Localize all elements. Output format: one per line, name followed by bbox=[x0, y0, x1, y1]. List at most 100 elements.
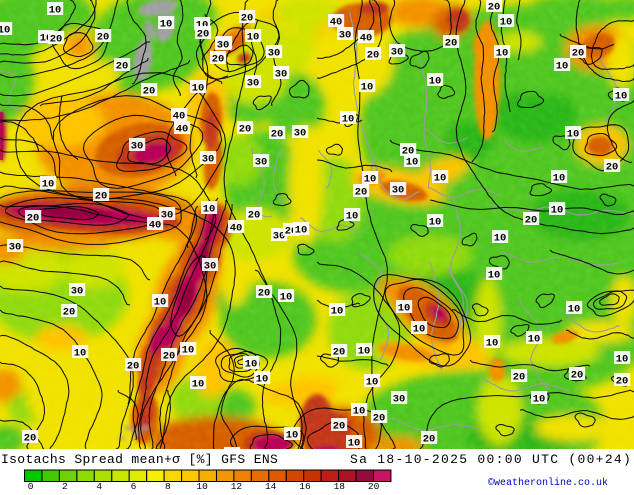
svg-text:20: 20 bbox=[525, 215, 538, 227]
svg-text:20: 20 bbox=[572, 48, 585, 60]
svg-text:10: 10 bbox=[568, 304, 581, 316]
svg-text:20: 20 bbox=[241, 13, 254, 25]
svg-text:40: 40 bbox=[360, 33, 373, 45]
svg-text:10: 10 bbox=[182, 345, 195, 357]
svg-text:20: 20 bbox=[271, 129, 284, 141]
svg-text:10: 10 bbox=[154, 297, 167, 309]
svg-text:10: 10 bbox=[366, 377, 379, 389]
svg-text:20: 20 bbox=[63, 307, 76, 319]
svg-text:10: 10 bbox=[245, 359, 258, 371]
svg-text:16: 16 bbox=[299, 481, 311, 490]
svg-text:10: 10 bbox=[486, 338, 499, 350]
svg-text:10: 10 bbox=[556, 61, 569, 73]
svg-text:20: 20 bbox=[212, 54, 225, 66]
svg-text:10: 10 bbox=[49, 5, 62, 17]
svg-text:40: 40 bbox=[230, 223, 243, 235]
svg-text:18: 18 bbox=[334, 481, 346, 490]
svg-text:20: 20 bbox=[488, 2, 501, 14]
svg-text:10: 10 bbox=[192, 379, 205, 391]
svg-text:10: 10 bbox=[615, 91, 628, 103]
svg-text:20: 20 bbox=[248, 210, 261, 222]
svg-text:40: 40 bbox=[149, 220, 162, 232]
svg-text:20: 20 bbox=[97, 32, 110, 44]
svg-text:Isotachs Spread mean+σ [%] GFS: Isotachs Spread mean+σ [%] GFS ENS bbox=[1, 452, 278, 467]
svg-text:Sa 18-10-2025 00:00 UTC (00+24: Sa 18-10-2025 00:00 UTC (00+24) bbox=[350, 452, 632, 467]
svg-text:30: 30 bbox=[247, 78, 260, 90]
svg-text:20: 20 bbox=[616, 376, 629, 388]
svg-text:10: 10 bbox=[74, 348, 87, 360]
svg-text:20: 20 bbox=[239, 124, 252, 136]
svg-text:20: 20 bbox=[333, 347, 346, 359]
svg-text:30: 30 bbox=[339, 30, 352, 42]
svg-text:30: 30 bbox=[204, 261, 217, 273]
svg-text:10: 10 bbox=[398, 303, 411, 315]
svg-text:30: 30 bbox=[9, 242, 22, 254]
svg-text:20: 20 bbox=[368, 481, 380, 490]
svg-text:©weatheronline.co.uk: ©weatheronline.co.uk bbox=[488, 477, 608, 489]
svg-text:10: 10 bbox=[247, 32, 260, 44]
svg-text:30: 30 bbox=[255, 157, 268, 169]
svg-text:40: 40 bbox=[176, 124, 189, 136]
svg-text:10: 10 bbox=[280, 292, 293, 304]
svg-text:8: 8 bbox=[165, 481, 171, 490]
svg-text:20: 20 bbox=[143, 86, 156, 98]
svg-text:0: 0 bbox=[28, 481, 34, 490]
svg-text:6: 6 bbox=[131, 481, 137, 490]
svg-text:30: 30 bbox=[161, 210, 174, 222]
svg-text:10: 10 bbox=[196, 481, 208, 490]
svg-text:10: 10 bbox=[551, 205, 564, 217]
svg-text:20: 20 bbox=[27, 213, 40, 225]
svg-text:20: 20 bbox=[333, 421, 346, 433]
svg-text:10: 10 bbox=[406, 157, 419, 169]
svg-text:10: 10 bbox=[348, 438, 361, 450]
svg-text:12: 12 bbox=[231, 481, 243, 490]
svg-text:14: 14 bbox=[265, 481, 277, 490]
svg-text:30: 30 bbox=[391, 47, 404, 59]
svg-text:20: 20 bbox=[513, 372, 526, 384]
svg-text:10: 10 bbox=[434, 173, 447, 185]
svg-text:20: 20 bbox=[571, 370, 584, 382]
svg-text:40: 40 bbox=[330, 17, 343, 29]
svg-text:10: 10 bbox=[567, 129, 580, 141]
svg-text:10: 10 bbox=[160, 19, 173, 31]
svg-text:30: 30 bbox=[131, 141, 144, 153]
svg-text:10: 10 bbox=[256, 374, 269, 386]
svg-text:30: 30 bbox=[392, 185, 405, 197]
svg-text:10: 10 bbox=[429, 217, 442, 229]
svg-text:10: 10 bbox=[488, 270, 501, 282]
svg-text:40: 40 bbox=[173, 111, 186, 123]
svg-text:20: 20 bbox=[423, 434, 436, 446]
svg-text:10: 10 bbox=[364, 174, 377, 186]
svg-text:10: 10 bbox=[192, 83, 205, 95]
svg-text:10: 10 bbox=[346, 211, 359, 223]
svg-text:20: 20 bbox=[373, 413, 386, 425]
svg-text:20: 20 bbox=[258, 288, 271, 300]
svg-text:10: 10 bbox=[413, 324, 426, 336]
svg-text:10: 10 bbox=[353, 406, 366, 418]
svg-text:30: 30 bbox=[202, 154, 215, 166]
svg-text:20: 20 bbox=[127, 361, 140, 373]
svg-text:10: 10 bbox=[496, 48, 509, 60]
svg-text:10: 10 bbox=[494, 233, 507, 245]
svg-text:10: 10 bbox=[528, 334, 541, 346]
svg-text:10: 10 bbox=[295, 225, 308, 237]
svg-text:10: 10 bbox=[616, 354, 629, 366]
svg-text:20: 20 bbox=[24, 433, 37, 445]
svg-text:30: 30 bbox=[268, 48, 281, 60]
svg-text:2: 2 bbox=[62, 481, 68, 490]
svg-text:10: 10 bbox=[203, 204, 216, 216]
svg-text:30: 30 bbox=[393, 394, 406, 406]
svg-text:10: 10 bbox=[361, 82, 374, 94]
svg-text:10: 10 bbox=[342, 114, 355, 126]
svg-text:10: 10 bbox=[286, 430, 299, 442]
svg-text:20: 20 bbox=[367, 50, 380, 62]
svg-text:10: 10 bbox=[553, 173, 566, 185]
svg-text:20: 20 bbox=[606, 162, 619, 174]
svg-text:30: 30 bbox=[294, 128, 307, 140]
svg-text:20: 20 bbox=[163, 351, 176, 363]
svg-text:20: 20 bbox=[445, 38, 458, 50]
svg-text:20: 20 bbox=[197, 29, 210, 41]
svg-text:20: 20 bbox=[355, 187, 368, 199]
svg-text:20: 20 bbox=[116, 61, 129, 73]
svg-text:10: 10 bbox=[500, 17, 513, 29]
